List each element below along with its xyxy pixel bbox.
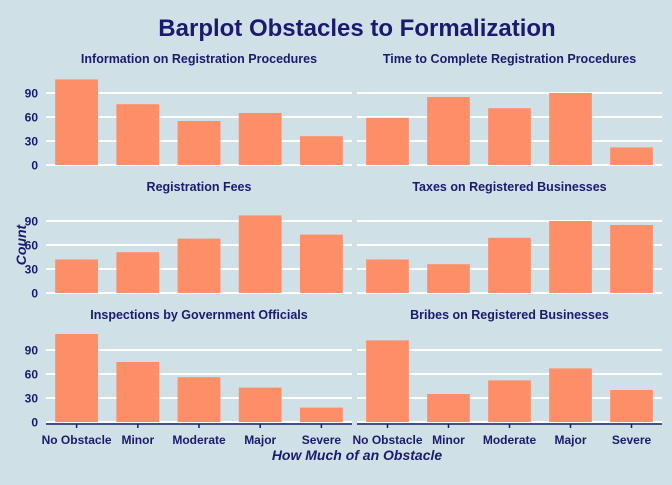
- y-tick-label: 30: [25, 263, 39, 277]
- x-tick-label: Minor: [121, 433, 154, 447]
- bar: [427, 394, 470, 422]
- bar: [300, 136, 343, 165]
- bar: [116, 362, 159, 422]
- bar: [55, 259, 98, 293]
- x-tick-label: Severe: [612, 433, 652, 447]
- bar: [549, 93, 592, 165]
- bar: [488, 108, 531, 165]
- y-tick-label: 60: [25, 368, 39, 382]
- y-tick-label: 90: [25, 87, 39, 101]
- bar: [366, 118, 409, 165]
- bar: [178, 121, 221, 165]
- y-tick-label: 0: [31, 416, 38, 430]
- bar: [427, 264, 470, 293]
- bar: [549, 368, 592, 422]
- bar: [610, 225, 653, 293]
- y-tick-label: 30: [25, 135, 39, 149]
- bar: [55, 79, 98, 165]
- bar: [549, 221, 592, 293]
- bar: [300, 408, 343, 422]
- bar: [427, 97, 470, 165]
- y-tick-label: 30: [25, 392, 39, 406]
- y-tick-label: 90: [25, 215, 39, 229]
- panel-title: Bribes on Registered Businesses: [410, 308, 609, 322]
- bar: [610, 147, 653, 165]
- x-tick-label: Moderate: [483, 433, 537, 447]
- x-tick-label: Moderate: [172, 433, 226, 447]
- y-tick-label: 60: [25, 111, 39, 125]
- panel-title: Information on Registration Procedures: [81, 52, 317, 66]
- x-axis-label: How Much of an Obstacle: [272, 447, 443, 463]
- bar: [366, 259, 409, 293]
- bar: [488, 238, 531, 293]
- bar: [300, 235, 343, 293]
- bar: [239, 113, 282, 165]
- bar: [488, 380, 531, 422]
- bar: [366, 340, 409, 422]
- panel-title: Taxes on Registered Businesses: [412, 180, 606, 194]
- y-tick-label: 0: [31, 287, 38, 301]
- x-tick-label: Severe: [302, 433, 342, 447]
- x-tick-label: Minor: [432, 433, 465, 447]
- y-tick-label: 90: [25, 344, 39, 358]
- bar: [610, 390, 653, 422]
- bar: [55, 334, 98, 422]
- x-tick-label: No Obstacle: [352, 433, 422, 447]
- x-tick-label: Major: [244, 433, 276, 447]
- chart-title: Barplot Obstacles to Formalization: [158, 15, 555, 42]
- panel-title: Registration Fees: [147, 180, 252, 194]
- y-tick-label: 0: [31, 159, 38, 173]
- bar: [178, 239, 221, 293]
- bar: [239, 388, 282, 422]
- panel-title: Inspections by Government Officials: [90, 308, 307, 322]
- x-tick-label: Major: [554, 433, 586, 447]
- bar: [116, 104, 159, 165]
- x-tick-label: No Obstacle: [42, 433, 112, 447]
- bar: [178, 377, 221, 422]
- bar: [116, 252, 159, 293]
- y-tick-label: 60: [25, 239, 39, 253]
- bar: [239, 215, 282, 293]
- panel-title: Time to Complete Registration Procedures: [383, 52, 636, 66]
